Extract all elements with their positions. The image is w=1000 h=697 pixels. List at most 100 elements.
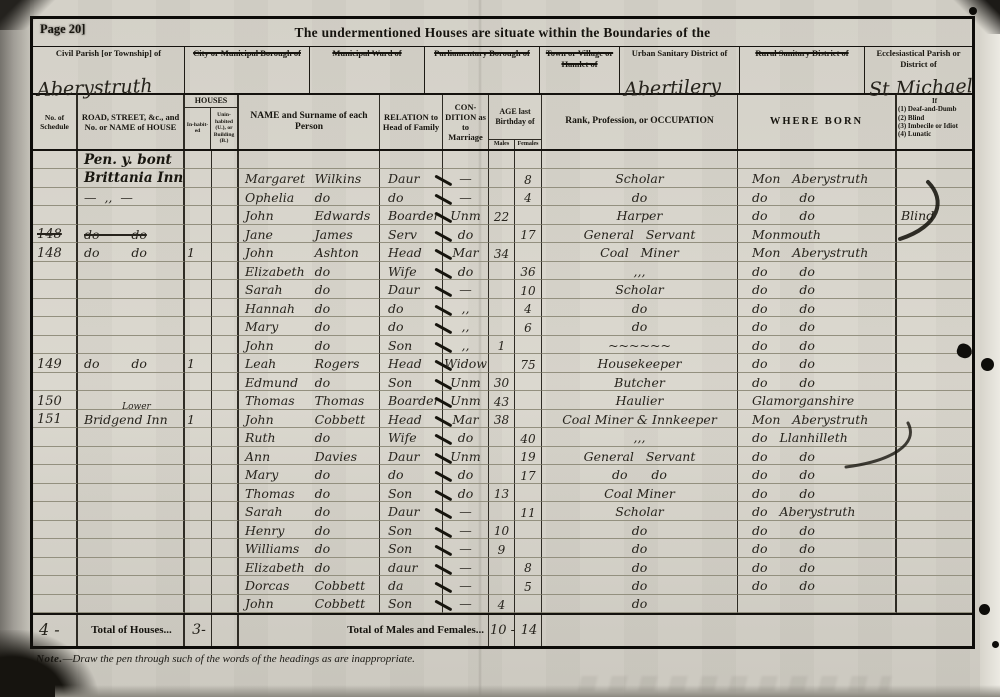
condition-cell: Unm bbox=[443, 372, 489, 392]
infirmity-cell bbox=[897, 391, 972, 410]
condition-cell: Mar bbox=[443, 409, 489, 429]
forename: Ophelia bbox=[245, 189, 295, 205]
relation-cell: Serv bbox=[380, 224, 443, 244]
district-field-value: St Michael bbox=[868, 75, 974, 101]
forename: Hannah bbox=[245, 300, 295, 316]
census-record-row: John do Son ,, 1 ~~~~~~ do do bbox=[33, 335, 972, 355]
street-house-cell bbox=[78, 446, 185, 466]
census-record-row: Ann Davies Daur Unm 19 General Servant do… bbox=[33, 446, 972, 466]
age-female-cell: 19 bbox=[515, 446, 542, 466]
person-name-cell: Henry do bbox=[239, 520, 380, 540]
total-males-females-label: Total of Males and Females... bbox=[239, 615, 489, 646]
surname: do bbox=[314, 559, 331, 575]
col-header-infirmity: If (1) Deaf-and-Dumb (2) Blind (3) Imbec… bbox=[897, 95, 972, 149]
street-house-cell bbox=[78, 206, 185, 225]
ink-bleed-through bbox=[578, 676, 892, 691]
forename: John bbox=[245, 245, 274, 261]
surname: do bbox=[314, 541, 331, 557]
condition-cell: — bbox=[443, 557, 489, 577]
schedule-number-cell bbox=[33, 298, 78, 318]
occupation-cell bbox=[542, 151, 738, 170]
ink-dot-2 bbox=[969, 7, 977, 15]
col-header-street: ROAD, STREET, &c., and No. or NAME of HO… bbox=[78, 95, 185, 149]
schedule-number-cell: 148 bbox=[33, 243, 78, 262]
occupation-cell: Scholar bbox=[542, 280, 738, 299]
occupation-cell: do bbox=[542, 594, 738, 613]
condition-cell: Mar bbox=[443, 243, 489, 262]
surname: do bbox=[314, 374, 331, 390]
condition-cell: do bbox=[443, 483, 489, 503]
schedule-number-cell bbox=[33, 187, 78, 207]
forename: Mary bbox=[245, 467, 279, 483]
where-born-cell: do do bbox=[738, 372, 897, 392]
age-female-cell: 8 bbox=[515, 169, 542, 188]
street-house-cell: do do bbox=[78, 354, 185, 373]
person-name-cell: Williams do bbox=[239, 539, 380, 558]
condition-cell: — bbox=[443, 502, 489, 521]
surname: do bbox=[314, 522, 331, 538]
infirmity-cell bbox=[897, 521, 972, 540]
condition-cell: — bbox=[443, 520, 489, 540]
census-record-row: 151 Bridgend Inn Lower 1 John Cobbett Head… bbox=[33, 402, 972, 429]
census-record-row: Williams do Son — 9 do do do bbox=[33, 539, 972, 558]
person-name-cell: Elizabeth do bbox=[239, 557, 380, 577]
age-male-cell bbox=[489, 446, 515, 466]
forename: Leah bbox=[245, 356, 277, 372]
col-header-age: AGE last Birthday of Males Females bbox=[489, 95, 542, 149]
district-field: Parliamentary Borough of bbox=[425, 47, 540, 93]
census-record-row: 148 do do 1 John Ashton Head Mar 34 Coal … bbox=[33, 243, 972, 262]
forename: Elizabeth bbox=[245, 559, 305, 575]
infirmity-cell bbox=[897, 428, 972, 447]
person-name-cell: Edmund do bbox=[239, 372, 380, 392]
condition-cell bbox=[443, 151, 489, 170]
houses-uninhabited-cell bbox=[212, 502, 239, 521]
relation-cell: Head bbox=[380, 354, 443, 373]
occupation-cell: Harper bbox=[542, 206, 738, 225]
houses-group-title: HOUSES bbox=[185, 95, 237, 108]
schedule-number-cell bbox=[33, 576, 78, 595]
age-female-cell bbox=[515, 483, 542, 503]
surname: Rogers bbox=[314, 356, 360, 372]
person-name-cell: John Edwards bbox=[239, 206, 380, 225]
district-field-label: City or Municipal Borough of bbox=[193, 48, 301, 58]
houses-inhabited-cell bbox=[185, 428, 212, 447]
surname: do bbox=[314, 300, 331, 316]
person-name-cell: Sarah do bbox=[239, 502, 380, 521]
scan-smudge-top-right bbox=[948, 0, 1000, 34]
person-name-cell: Thomas Thomas bbox=[239, 391, 380, 410]
houses-uninhabited-cell bbox=[212, 187, 239, 207]
street-house-name: — ,, — bbox=[84, 189, 133, 205]
occupation-cell: do bbox=[542, 557, 738, 577]
age-female-cell: 36 bbox=[515, 261, 542, 281]
district-field-label: Municipal Ward of bbox=[332, 48, 402, 58]
age-male-cell: 4 bbox=[489, 594, 515, 613]
census-record-row: Hannah do do ,, 4 do do do bbox=[33, 298, 972, 318]
where-born-cell: do do bbox=[738, 354, 897, 373]
age-male-cell: 10 bbox=[489, 520, 515, 540]
district-field: Ecclesiastical Parish or District of St … bbox=[865, 47, 973, 101]
infirmity-item-3: (3) Imbecile or Idiot bbox=[898, 121, 958, 130]
occupation-cell: ,,, bbox=[542, 261, 738, 281]
where-born-cell: do do bbox=[738, 317, 897, 336]
total-uninhabited-cell bbox=[212, 615, 239, 646]
occupation-cell: Butcher bbox=[542, 372, 738, 392]
condition-cell: — bbox=[443, 576, 489, 595]
totals-row: 4 - Total of Houses... 3- Total of Males… bbox=[33, 613, 972, 646]
where-born-cell: do do bbox=[738, 539, 897, 558]
relation-cell: Son bbox=[380, 372, 443, 392]
relation-cell: Boarder bbox=[380, 206, 443, 225]
houses-uninhabited-cell bbox=[212, 520, 239, 540]
census-record-row: Sarah do Daur — 11 Scholar do Aberystruth bbox=[33, 502, 972, 521]
age-male-cell: 9 bbox=[489, 539, 515, 558]
age-male-cell bbox=[489, 261, 515, 281]
infirmity-cell bbox=[897, 465, 972, 484]
district-header-fields: Civil Parish [or Township] of Aberystrut… bbox=[33, 47, 973, 101]
age-male-cell: 30 bbox=[489, 372, 515, 392]
occupation-cell: do bbox=[542, 520, 738, 540]
houses-uninhabited-cell bbox=[212, 169, 239, 188]
infirmity-cell bbox=[897, 576, 972, 595]
column-headers: No. of Schedule ROAD, STREET, &c., and N… bbox=[33, 95, 972, 151]
where-born-cell: Mon Aberystruth bbox=[738, 169, 897, 188]
occupation-cell: do bbox=[542, 539, 738, 558]
where-born-cell: do do bbox=[738, 206, 897, 225]
